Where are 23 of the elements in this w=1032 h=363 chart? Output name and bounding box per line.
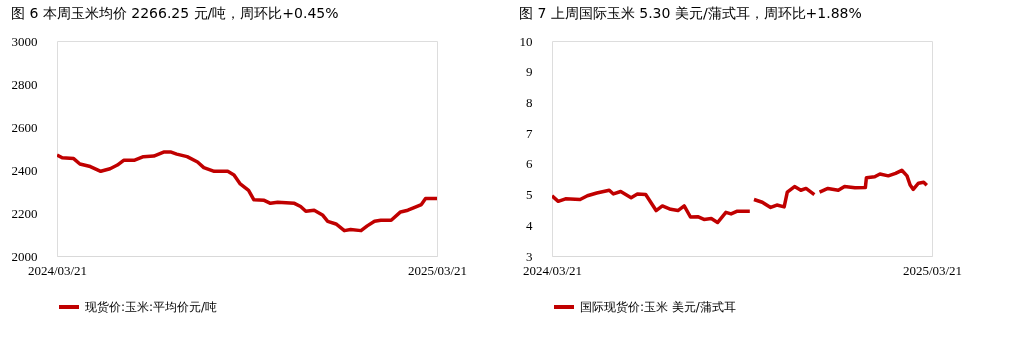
chart-title: 图 6 本周玉米均价 2266.25 元/吨，周环比+0.45% xyxy=(11,5,339,21)
y-tick-label: 2600 xyxy=(11,119,38,135)
y-tick-label: 3000 xyxy=(11,33,38,49)
chart-title: 图 7 上周国际玉米 5.30 美元/蒲式耳，周环比+1.88% xyxy=(519,5,862,21)
y-tick-label: 2200 xyxy=(11,205,38,221)
y-tick-label: 2400 xyxy=(11,162,38,178)
y-tick-label: 4 xyxy=(526,217,533,233)
legend-label: 国际现货价:玉米 美元/蒲式耳 xyxy=(580,300,736,314)
y-tick-label: 7 xyxy=(526,125,533,141)
legend-label: 现货价:玉米:平均价元/吨 xyxy=(85,300,218,314)
y-tick-label: 2800 xyxy=(11,76,38,92)
x-tick-label: 2025/03/21 xyxy=(407,262,468,278)
x-tick-label: 2024/03/21 xyxy=(522,262,583,278)
y-tick-label: 10 xyxy=(519,33,533,49)
x-tick-label: 2024/03/21 xyxy=(27,262,88,278)
y-tick-label: 2000 xyxy=(11,248,38,264)
y-tick-label: 6 xyxy=(526,156,533,172)
line-series xyxy=(57,150,437,233)
x-tick-label: 2025/03/21 xyxy=(902,262,963,278)
y-tick-label: 3 xyxy=(526,248,533,264)
y-tick-label: 9 xyxy=(526,64,533,80)
y-tick-label: 8 xyxy=(526,94,533,110)
y-tick-label: 5 xyxy=(526,187,533,203)
